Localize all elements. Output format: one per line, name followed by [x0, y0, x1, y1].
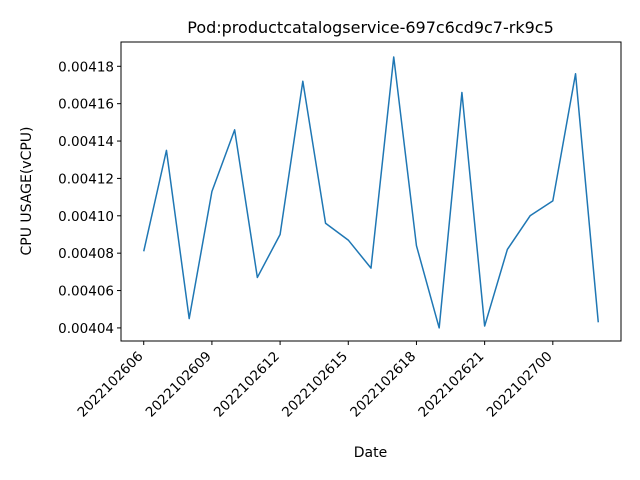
plot-area [120, 41, 622, 342]
y-tick-label: 0.00418 [58, 59, 114, 75]
x-tick-label: 2022102612 [211, 349, 283, 421]
y-tick-label: 0.00414 [58, 134, 114, 150]
chart-title: Pod:productcatalogservice-697c6cd9c7-rk9… [187, 18, 554, 37]
series-line-1 [142, 56, 600, 329]
x-axis-label: Date [354, 445, 387, 461]
y-tick-label: 0.00410 [58, 209, 114, 225]
x-tick-label: 2022102621 [415, 349, 487, 421]
y-tick-label: 0.00404 [58, 321, 114, 337]
y-tick-label: 0.00406 [58, 284, 114, 300]
plot-frame [120, 41, 622, 342]
x-axis: 2022102606202210260920221026122022102615… [74, 341, 556, 421]
y-axis-label: CPU USAGE(vCPU) [19, 126, 35, 255]
y-tick-label: 0.00412 [58, 171, 114, 187]
y-tick-label: 0.00416 [58, 97, 114, 113]
x-tick-label: 2022102609 [143, 349, 215, 421]
y-axis: 0.00404 0.00406 0.00408 0.00410 0.00412 0.004… [58, 59, 121, 337]
x-tick-label: 2022102606 [74, 349, 146, 421]
x-tick-label: 2022102615 [279, 349, 351, 421]
y-tick-label: 0.00408 [58, 246, 114, 262]
x-tick-label: 2022102618 [347, 349, 419, 421]
x-tick-label: 2022102700 [484, 349, 556, 421]
